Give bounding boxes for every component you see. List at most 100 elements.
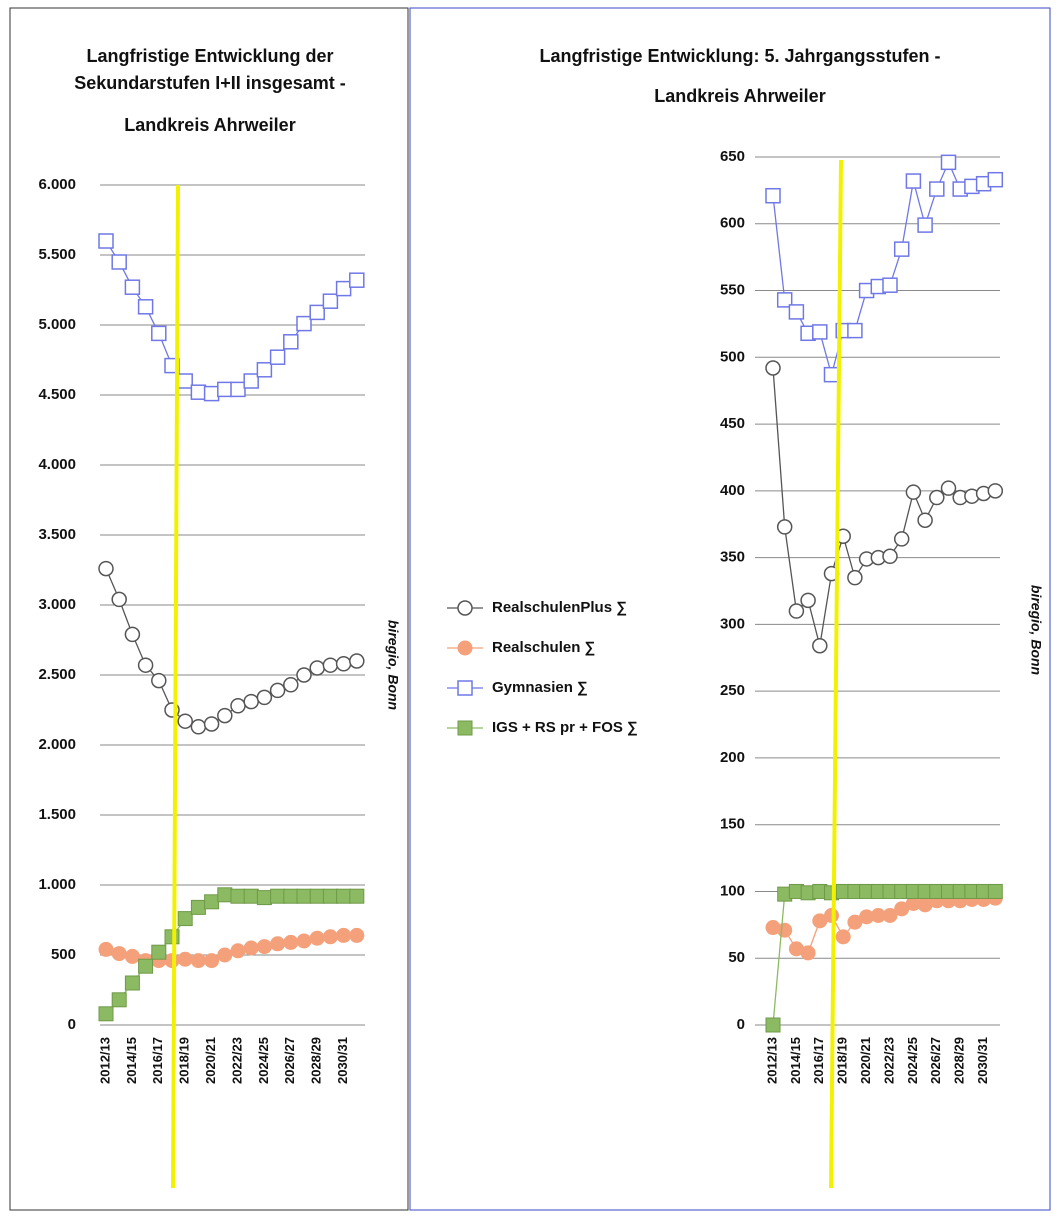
marker <box>309 660 325 676</box>
marker <box>111 591 127 608</box>
marker <box>164 953 180 969</box>
marker <box>137 657 154 673</box>
legend-marker <box>457 680 473 696</box>
x-tick-label: 2026/27 <box>928 1037 943 1084</box>
marker <box>177 951 193 967</box>
y-tick-label: 6.000 <box>38 176 76 193</box>
marker <box>217 707 233 724</box>
marker <box>124 626 141 643</box>
y-tick-label: 3.000 <box>38 596 76 613</box>
marker <box>177 373 193 389</box>
right-panel <box>409 7 1051 1211</box>
y-tick-label: 600 <box>720 215 745 232</box>
marker <box>98 560 114 577</box>
x-tick-label: 2014/15 <box>788 1037 803 1084</box>
marker <box>917 217 933 233</box>
marker <box>882 907 898 923</box>
legend-label: Realschulen ∑ <box>492 639 595 656</box>
chart-title: Landkreis Ahrweiler <box>124 115 295 135</box>
x-tick-label: 2030/31 <box>335 1037 350 1084</box>
marker <box>98 233 114 249</box>
marker <box>765 360 781 376</box>
chart-title: Langfristige Entwicklung: 5. Jahrgangsst… <box>539 46 940 66</box>
marker <box>230 943 246 959</box>
legend-marker <box>457 720 473 736</box>
marker <box>322 888 338 904</box>
y-tick-label: 300 <box>720 615 745 632</box>
x-tick-label: 2018/19 <box>177 1037 192 1084</box>
x-tick-label: 2012/13 <box>97 1037 112 1084</box>
marker <box>336 888 352 904</box>
marker <box>776 292 793 308</box>
x-tick-label: 2028/29 <box>952 1037 967 1084</box>
marker <box>765 187 781 204</box>
marker <box>217 381 233 398</box>
marker <box>800 592 816 609</box>
marker <box>283 677 299 693</box>
marker <box>812 324 828 340</box>
marker <box>349 653 365 669</box>
marker <box>98 1006 114 1022</box>
y-tick-label: 400 <box>720 482 745 499</box>
legend-marker <box>457 600 473 616</box>
charts: Langfristige Entwicklung der Sekundarstuf… <box>38 46 1044 1084</box>
chart-title: Landkreis Ahrweiler <box>654 86 825 106</box>
y-tick-label: 650 <box>720 148 745 165</box>
marker <box>296 933 312 949</box>
marker <box>230 381 246 398</box>
marker <box>151 325 167 342</box>
y-tick-label: 4.500 <box>38 386 76 403</box>
y-tick-label: 0 <box>68 1016 76 1033</box>
x-tick-label: 2026/27 <box>282 1037 297 1084</box>
marker <box>336 927 352 943</box>
y-tick-label: 100 <box>720 882 745 899</box>
y-tick-label: 200 <box>720 749 745 766</box>
marker <box>309 930 325 946</box>
marker <box>765 1017 781 1033</box>
legend-label: Gymnasien ∑ <box>492 679 588 696</box>
chart-title: Langfristige Entwicklung der <box>86 46 333 66</box>
y-tick-label: 2.500 <box>38 666 76 683</box>
y-tick-label: 1.000 <box>38 876 76 893</box>
marker <box>296 667 312 683</box>
marker <box>243 940 259 956</box>
marker <box>269 682 286 699</box>
x-tick-label: 2018/19 <box>835 1037 850 1084</box>
marker <box>204 953 220 969</box>
marker <box>847 322 863 339</box>
x-tick-label: 2020/21 <box>203 1037 218 1084</box>
marker <box>349 272 365 288</box>
marker <box>190 719 207 735</box>
marker <box>322 929 338 945</box>
marker <box>283 334 299 350</box>
marker <box>190 899 206 915</box>
marker <box>882 277 898 293</box>
x-tick-label: 2030/31 <box>975 1037 990 1084</box>
legend-label: RealschulenPlus ∑ <box>492 599 627 616</box>
marker <box>335 656 352 672</box>
marker <box>177 713 193 729</box>
marker <box>940 480 957 496</box>
marker <box>124 279 141 295</box>
marker <box>824 907 839 923</box>
legend-marker <box>457 640 473 656</box>
y-tick-label: 3.500 <box>38 526 76 543</box>
marker <box>283 888 299 904</box>
marker <box>893 241 910 257</box>
y-tick-label: 500 <box>720 348 745 365</box>
marker <box>788 304 805 320</box>
marker <box>882 548 898 565</box>
marker <box>929 181 945 197</box>
x-tick-label: 2014/15 <box>124 1037 139 1084</box>
marker <box>893 531 910 547</box>
y-tick-label: 500 <box>51 946 76 963</box>
marker <box>929 489 945 506</box>
marker <box>111 254 127 270</box>
marker <box>98 941 114 957</box>
marker <box>230 698 246 714</box>
marker <box>124 975 140 991</box>
marker <box>776 519 793 535</box>
x-tick-label: 2016/17 <box>150 1037 165 1084</box>
marker <box>203 716 220 732</box>
